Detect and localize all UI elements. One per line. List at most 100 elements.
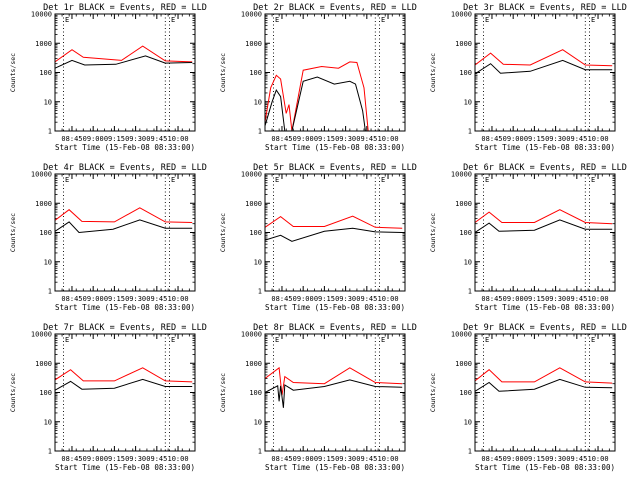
x-tick-label: 09:00 — [503, 135, 524, 143]
series-line-red — [265, 61, 369, 131]
y-tick-label: 10000 — [241, 171, 262, 179]
x-tick-label: 09:00 — [503, 455, 524, 463]
y-axis-label: Counts/sec — [9, 53, 17, 92]
y-tick-label: 10000 — [31, 331, 52, 339]
series-line-black — [265, 379, 403, 408]
x-tick-label: 09:00 — [503, 295, 524, 303]
plot-frame — [474, 333, 616, 452]
marker-letter: E — [275, 336, 279, 344]
x-tick-label: 08:45 — [481, 455, 502, 463]
panel-title: Det 7r BLACK = Events, RED = LLD — [43, 323, 207, 333]
y-axis-label: Counts/sec — [429, 213, 437, 252]
x-tick-label: 10:00 — [167, 455, 188, 463]
y-axis-label: Counts/sec — [9, 373, 17, 412]
series-line-black — [55, 219, 193, 234]
x-tick-label: 09:00 — [293, 455, 314, 463]
series-line-red — [55, 45, 193, 63]
x-tick-label: 09:30 — [125, 455, 146, 463]
x-tick-label: 08:45 — [271, 295, 292, 303]
marker-letter: E — [591, 16, 595, 24]
marker-letter: E — [275, 176, 279, 184]
x-axis-label: Start Time (15-Feb-08 08:33:00) — [265, 143, 405, 152]
y-axis-label: Counts/sec — [9, 213, 17, 252]
y-tick-label: 10 — [464, 258, 472, 266]
x-axis-label: Start Time (15-Feb-08 08:33:00) — [55, 463, 195, 472]
plot-frame — [264, 13, 406, 132]
series-line-black — [265, 227, 403, 242]
x-tick-label: 10:00 — [167, 135, 188, 143]
panel-2: Det 2r BLACK = Events, RED = LLD Counts/s… — [219, 3, 417, 152]
series-line-black — [475, 219, 613, 233]
series-line-black — [475, 59, 613, 75]
plot-frame — [54, 173, 196, 292]
y-tick-label: 10000 — [31, 11, 52, 19]
y-tick-label: 10 — [254, 258, 262, 266]
x-axis-label: Start Time (15-Feb-08 08:33:00) — [55, 143, 195, 152]
x-tick-label: 09:45 — [356, 135, 377, 143]
x-tick-label: 09:45 — [356, 295, 377, 303]
x-tick-label: 09:45 — [566, 455, 587, 463]
x-axis-label: Start Time (15-Feb-08 08:33:00) — [55, 303, 195, 312]
series-line-red — [55, 367, 193, 383]
marker-letter: E — [65, 16, 69, 24]
x-tick-label: 08:45 — [271, 135, 292, 143]
x-axis-label: Start Time (15-Feb-08 08:33:00) — [475, 143, 615, 152]
x-axis-label: Start Time (15-Feb-08 08:33:00) — [265, 303, 405, 312]
marker-letter: E — [485, 16, 489, 24]
marker-letter: E — [485, 336, 489, 344]
y-tick-label: 100 — [459, 389, 472, 397]
x-tick-label: 09:00 — [83, 455, 104, 463]
y-tick-label: 10000 — [451, 11, 472, 19]
y-tick-label: 1000 — [35, 360, 52, 368]
y-tick-label: 10 — [44, 98, 52, 106]
marker-letter: E — [485, 176, 489, 184]
plot-frame — [264, 173, 406, 292]
y-tick-label: 1 — [48, 448, 52, 456]
y-tick-label: 10 — [254, 418, 262, 426]
y-tick-label: 1 — [468, 128, 472, 136]
x-tick-label: 09:45 — [566, 295, 587, 303]
y-tick-label: 1000 — [455, 40, 472, 48]
x-tick-label: 10:00 — [587, 135, 608, 143]
x-tick-label: 09:30 — [545, 135, 566, 143]
panel-8: Det 8r BLACK = Events, RED = LLD Counts/s… — [219, 323, 417, 472]
y-tick-label: 10 — [254, 98, 262, 106]
x-tick-label: 09:30 — [125, 135, 146, 143]
panel-title: Det 2r BLACK = Events, RED = LLD — [253, 3, 417, 13]
x-tick-label: 09:15 — [314, 295, 335, 303]
panel-title: Det 4r BLACK = Events, RED = LLD — [43, 163, 207, 173]
x-tick-label: 09:15 — [524, 455, 545, 463]
x-tick-label: 10:00 — [587, 455, 608, 463]
y-tick-label: 1 — [258, 288, 262, 296]
y-tick-label: 1 — [258, 448, 262, 456]
x-tick-label: 10:00 — [377, 135, 398, 143]
y-tick-label: 100 — [249, 229, 262, 237]
marker-letter: E — [171, 176, 175, 184]
marker-letter: E — [591, 336, 595, 344]
series-line-black — [55, 55, 193, 69]
y-tick-label: 1000 — [35, 40, 52, 48]
marker-letter: E — [65, 336, 69, 344]
panel-title: Det 9r BLACK = Events, RED = LLD — [463, 323, 627, 333]
y-axis-label: Counts/sec — [219, 213, 227, 252]
marker-letter: E — [381, 336, 385, 344]
series-line-red — [55, 207, 193, 223]
marker-letter: E — [171, 16, 175, 24]
series-line-red — [265, 215, 403, 229]
x-axis-label: Start Time (15-Feb-08 08:33:00) — [265, 463, 405, 472]
y-tick-label: 100 — [39, 229, 52, 237]
y-tick-label: 100 — [459, 69, 472, 77]
x-tick-label: 09:15 — [314, 135, 335, 143]
y-tick-label: 1 — [258, 128, 262, 136]
x-tick-label: 09:15 — [104, 455, 125, 463]
x-tick-label: 09:15 — [314, 455, 335, 463]
y-tick-label: 100 — [249, 69, 262, 77]
plot-frame — [264, 333, 406, 452]
x-tick-label: 08:45 — [61, 295, 82, 303]
y-axis-label: Counts/sec — [429, 373, 437, 412]
x-tick-label: 09:30 — [545, 455, 566, 463]
panel-1: Det 1r BLACK = Events, RED = LLD Counts/s… — [9, 3, 207, 152]
x-tick-label: 09:45 — [146, 295, 167, 303]
y-tick-label: 1000 — [245, 200, 262, 208]
x-tick-label: 09:00 — [83, 295, 104, 303]
